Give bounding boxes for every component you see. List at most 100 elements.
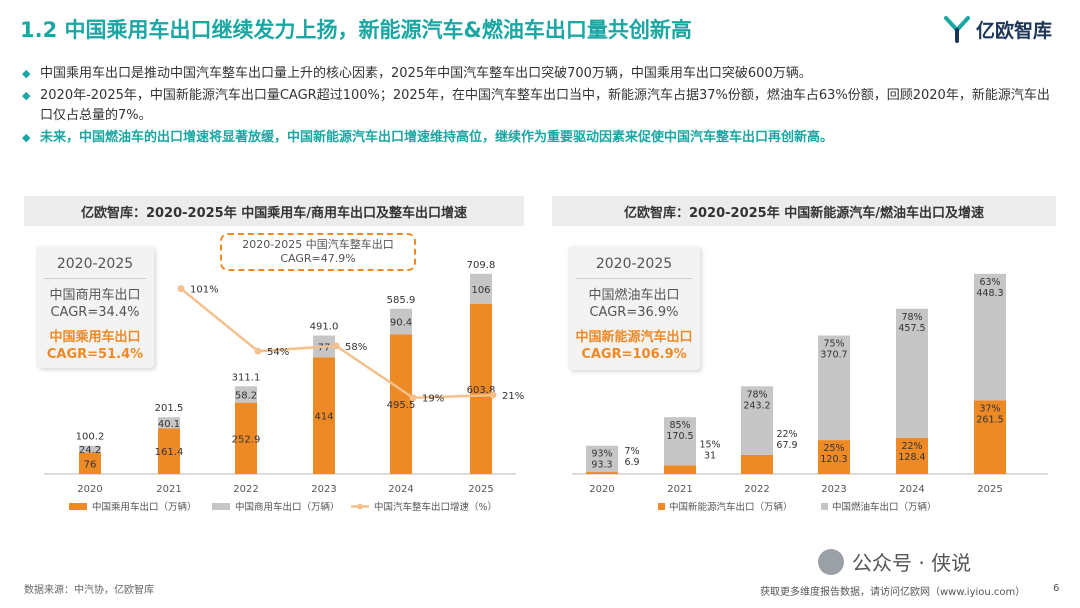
bar-label-ice: 170.5 <box>666 431 693 442</box>
page-number: 6 <box>1053 583 1060 594</box>
growth-label: 58% <box>345 342 367 353</box>
right-chart-panel: 亿欧智库：2020-2025年 中国新能源汽车/燃油车出口及增速 93% 93.3… <box>552 196 1056 536</box>
growth-label: 54% <box>267 347 289 358</box>
left-chart-panel: 亿欧智库：2020-2025年 中国乘用车/商用车出口及整车出口增速 76 24.… <box>24 196 524 536</box>
bar-label-passenger: 161.4 <box>155 447 184 458</box>
bar-share-ice: 75% <box>823 339 844 350</box>
left-info-box: 2020-2025 中国商用车出口 CAGR=34.4% 中国乘用车出口 CAG… <box>36 246 154 368</box>
growth-label: 21% <box>502 391 524 402</box>
bar-nev <box>818 440 850 474</box>
right-chart-svg: 93%93.37%6.9202085%170.515%31202178%243.… <box>572 273 1048 513</box>
bar-label-nev: 31 <box>704 450 716 461</box>
logo-text: 亿欧智库 <box>976 19 1053 42</box>
bar-share-nev: 7% <box>624 446 639 457</box>
info-period: 2020-2025 <box>595 256 673 272</box>
bullet-text: 未来，中国燃油车的出口增速将显著放缓，中国新能源汽车出口增速维持高位，继续作为重… <box>40 130 834 145</box>
bar-label-passenger: 414 <box>314 412 333 423</box>
bar-label-passenger: 252.9 <box>232 434 261 445</box>
info-period: 2020-2025 <box>56 256 134 272</box>
growth-point <box>254 347 262 355</box>
summary-bullets: ◆ 中国乘用车出口是推动中国汽车整车出口量上升的核心因素，2025年中国汽车整车出… <box>22 64 1062 150</box>
bar-label-nev: 6.9 <box>624 457 639 468</box>
bar-commercial <box>470 273 492 304</box>
bar-total-label: 311.1 <box>232 372 261 383</box>
info-line: 中国燃油车出口 <box>588 288 680 303</box>
bar-label-passenger: 495.5 <box>387 400 416 411</box>
footer-more-link[interactable]: 获取更多维度报告数据，请访问亿欧网（www.iyiou.com） <box>760 587 1026 598</box>
info-line-highlight: CAGR=106.9% <box>581 347 687 362</box>
brand-logo: 亿欧智库 <box>942 14 1052 44</box>
wechat-text: 公众号 · 侠说 <box>852 551 972 575</box>
x-tick-label: 2020 <box>77 484 102 495</box>
legend-swatch-growth-point <box>357 503 363 510</box>
legend-swatch-nev <box>658 503 665 510</box>
legend-label: 中国汽车整车出口增速（%） <box>374 501 497 513</box>
wechat-watermark: 公众号 · 侠说 <box>818 547 971 576</box>
legend-label: 中国商用车出口（万辆） <box>235 501 340 513</box>
bar-total-label: 709.8 <box>467 260 496 271</box>
info-line: CAGR=34.4% <box>50 305 140 320</box>
legend-label: 中国新能源汽车出口（万辆） <box>669 501 793 513</box>
bullet-item: ◆ 中国乘用车出口是推动中国汽车整车出口量上升的核心因素，2025年中国汽车整车出… <box>22 64 1062 84</box>
left-chart-title: 亿欧智库：2020-2025年 中国乘用车/商用车出口及整车出口增速 <box>24 196 524 226</box>
x-tick-label: 2021 <box>156 484 181 495</box>
x-tick-label: 2023 <box>311 484 336 495</box>
bar-share-nev: 37% <box>979 403 1000 414</box>
growth-point <box>489 391 497 399</box>
bar-commercial <box>235 386 257 403</box>
bar-total-label: 585.9 <box>387 295 416 306</box>
bar-label-ice: 457.5 <box>898 323 925 334</box>
bar-total-label: 100.2 <box>76 432 105 443</box>
bar-label-nev: 261.5 <box>976 414 1003 425</box>
bar-nev <box>586 472 618 474</box>
x-tick-label: 2022 <box>744 484 769 495</box>
right-info-box: 2020-2025 中国燃油车出口 CAGR=36.9% 中国新能源汽车出口 C… <box>568 246 700 370</box>
bar-passenger <box>313 357 335 474</box>
bar-label-ice: 370.7 <box>820 350 847 361</box>
x-tick-label: 2025 <box>977 484 1002 495</box>
x-tick-label: 2021 <box>667 484 692 495</box>
diamond-icon: ◆ <box>22 131 31 144</box>
bar-total-label: 201.5 <box>155 403 184 414</box>
bar-ice <box>974 273 1006 401</box>
bar-label-commercial: 106 <box>471 285 490 296</box>
info-line: CAGR=36.9% <box>589 305 679 320</box>
info-divider <box>44 278 146 279</box>
bar-nev <box>896 437 928 474</box>
bar-nev <box>974 400 1006 474</box>
bar-label-ice: 448.3 <box>976 288 1003 299</box>
x-tick-label: 2022 <box>233 484 258 495</box>
info-line: 中国商用车出口 <box>49 288 141 303</box>
growth-label: 19% <box>422 394 444 405</box>
page-title: 1.2 中国乘用车出口继续发力上扬，新能源汽车&燃油车出口量共创新高 <box>20 18 692 42</box>
bar-label-nev: 67.9 <box>776 440 797 451</box>
legend-swatch-ice <box>821 503 828 510</box>
bar-passenger <box>470 303 492 474</box>
info-line-highlight: 中国乘用车出口 <box>49 330 141 345</box>
x-tick-label: 2025 <box>468 484 493 495</box>
bar-ice <box>818 335 850 441</box>
x-tick-label: 2024 <box>388 484 413 495</box>
info-line-highlight: 中国新能源汽车出口 <box>575 330 693 345</box>
cagr-callout: 2020-2025 中国汽车整车出口 CAGR=47.9% <box>220 233 416 271</box>
growth-point <box>332 342 340 350</box>
bar-passenger <box>79 452 101 474</box>
bar-label-ice: 243.2 <box>743 400 770 411</box>
bar-share-ice: 63% <box>979 277 1000 288</box>
legend-swatch-commercial <box>212 503 230 510</box>
bar-share-nev: 15% <box>699 439 720 450</box>
bar-passenger <box>235 402 257 474</box>
info-divider <box>576 278 692 279</box>
bar-label-nev: 120.3 <box>820 454 847 465</box>
x-tick-label: 2023 <box>821 484 846 495</box>
left-chart-svg: 76 24.2 100.2 2020 161.4 40.1 201.5 2021 252.9 58… <box>44 260 524 513</box>
bar-ice <box>896 308 928 438</box>
growth-point <box>409 394 417 402</box>
bar-share-nev: 22% <box>776 429 797 440</box>
bar-passenger <box>158 428 180 474</box>
logo-mark-icon <box>944 16 970 43</box>
bar-label-commercial: 24.2 <box>79 445 101 456</box>
bar-label-commercial: 90.4 <box>390 318 412 329</box>
wechat-icon <box>818 548 844 575</box>
bullet-text: 2020年-2025年，中国新能源汽车出口量CAGR超过100%；2025年，在… <box>40 88 1050 123</box>
